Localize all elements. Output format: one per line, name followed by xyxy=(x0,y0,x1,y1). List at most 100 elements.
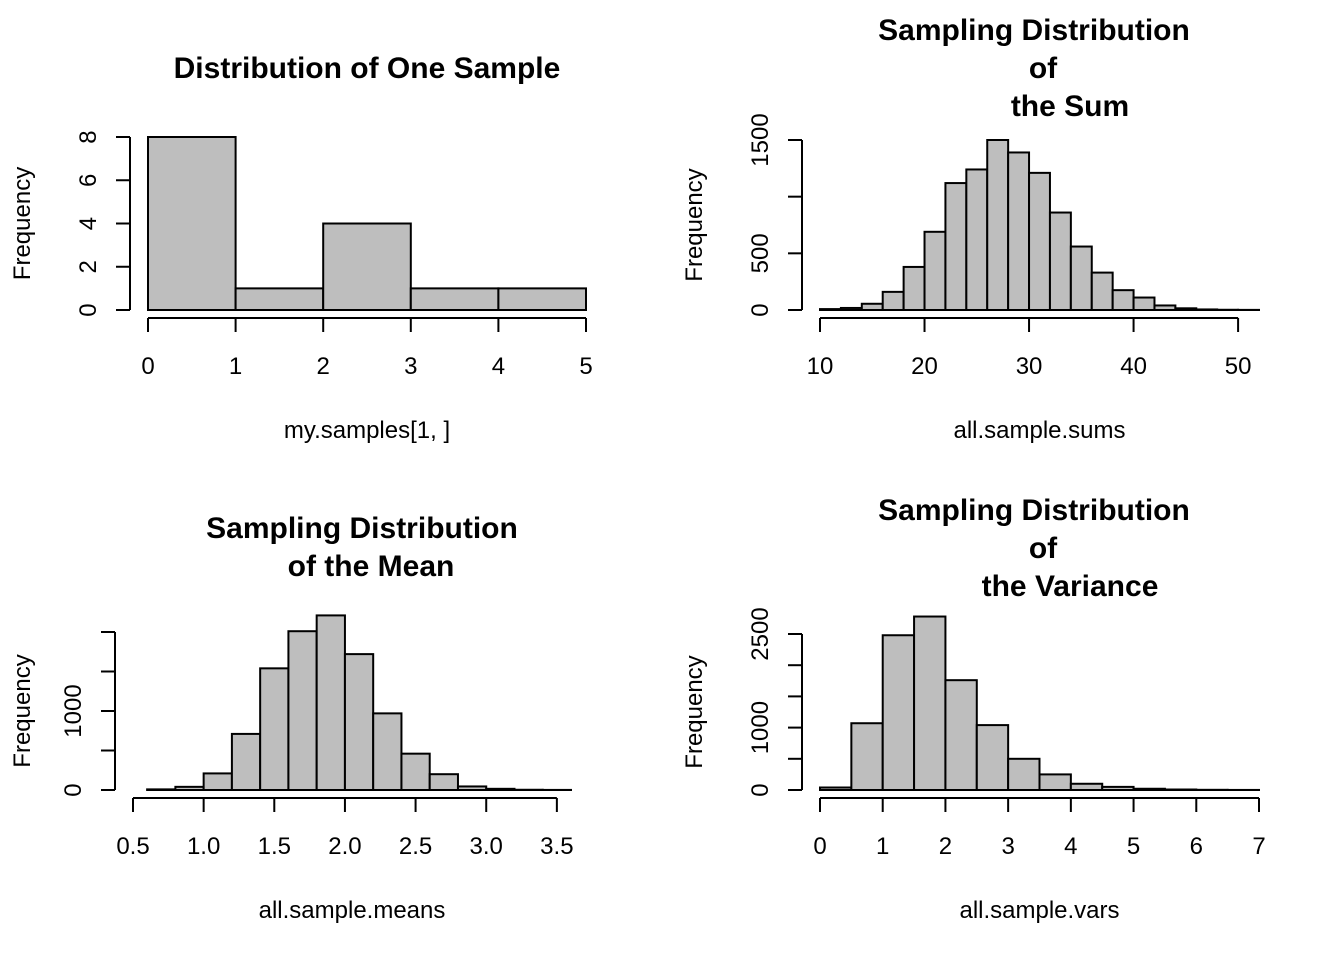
x-tick-label: 1 xyxy=(229,353,242,380)
histogram-bar xyxy=(881,634,916,791)
histogram-bar xyxy=(819,308,842,311)
histogram-bar xyxy=(485,787,516,792)
x-axis-label: all.sample.means xyxy=(259,897,446,924)
chart-title: Sampling Distribution xyxy=(878,494,1190,527)
histogram-bar xyxy=(259,667,290,792)
x-tick-label: 2 xyxy=(317,353,330,380)
x-tick-label: 50 xyxy=(1225,353,1252,380)
histogram-bar xyxy=(234,287,325,311)
y-tick-label: 0 xyxy=(747,303,774,316)
histogram-bar xyxy=(322,222,412,311)
y-tick-label: 6 xyxy=(75,174,102,187)
x-tick-label: 30 xyxy=(1016,353,1043,380)
y-tick-label: 500 xyxy=(747,233,774,273)
histogram-bar xyxy=(850,722,884,791)
histogram-bar xyxy=(1153,304,1177,312)
histogram-bar xyxy=(1007,757,1041,791)
y-axis: 0 2 4 6 8 xyxy=(75,130,131,317)
histogram-bar xyxy=(1195,308,1219,311)
x-tick-label: 40 xyxy=(1120,353,1147,380)
chart-title: Distribution of One Sample xyxy=(174,52,561,85)
histogram-bar xyxy=(497,287,587,311)
histogram-bar xyxy=(944,182,968,311)
chart-title: of xyxy=(1029,532,1058,565)
chart-title: the Variance xyxy=(982,570,1159,603)
y-axis-label: Frequency xyxy=(9,167,36,280)
panel-4: 0 1 2 3 4 5 6 7 0 1000 2500 Sampling Distribution of… xyxy=(681,494,1266,924)
y-tick-label: 0 xyxy=(75,303,102,316)
y-tick-label: 1500 xyxy=(747,113,774,166)
y-tick-label: 2500 xyxy=(747,607,774,660)
y-axis-label: Frequency xyxy=(681,655,708,768)
histogram-bar xyxy=(146,788,177,791)
x-tick-label: 1.5 xyxy=(258,833,291,860)
x-tick-label: 3.5 xyxy=(540,833,573,860)
y-axis-label: Frequency xyxy=(9,654,36,767)
x-axis: 10 20 30 40 50 xyxy=(807,317,1252,380)
histogram-bar xyxy=(1090,271,1114,312)
x-tick-label: 20 xyxy=(911,353,938,380)
x-tick-label: 4 xyxy=(1064,833,1077,860)
histogram-bar xyxy=(1038,773,1072,792)
histogram-bar xyxy=(819,786,853,792)
y-tick-label: 8 xyxy=(75,130,102,143)
histogram-bar xyxy=(944,679,978,792)
panel-3: 0.5 1.0 1.5 2.0 2.5 3.0 3.5 0 1000 Sampling Distr… xyxy=(9,512,574,924)
histogram-bar xyxy=(456,785,488,792)
histogram-bar xyxy=(1132,787,1166,792)
histogram-bar xyxy=(1174,307,1198,311)
histogram-bar xyxy=(902,265,926,311)
histogram-bar xyxy=(372,712,403,791)
x-axis-label: my.samples[1, ] xyxy=(284,417,450,444)
histogram-bar xyxy=(1069,245,1093,312)
x-tick-label: 1 xyxy=(876,833,889,860)
x-tick-label: 5 xyxy=(1127,833,1140,860)
x-tick-label: 3 xyxy=(404,353,417,380)
histogram-bar xyxy=(343,653,375,791)
chart-title: of the Mean xyxy=(288,550,455,583)
x-tick-label: 4 xyxy=(492,353,505,380)
y-axis: 0 1000 2500 xyxy=(747,607,803,797)
chart-title: the Sum xyxy=(1011,90,1129,123)
histogram-bar xyxy=(986,139,1010,311)
x-axis-label: all.sample.sums xyxy=(953,417,1125,444)
histogram-bar xyxy=(1132,296,1156,311)
histogram-bar xyxy=(1028,171,1051,311)
histogram-bar xyxy=(923,230,947,311)
histogram-bar xyxy=(860,302,884,311)
y-axis-label: Frequency xyxy=(681,168,708,281)
y-axis: 0 1000 xyxy=(60,631,116,797)
y-tick-label: 0 xyxy=(60,783,87,796)
x-tick-label: 2 xyxy=(939,833,952,860)
x-tick-label: 5 xyxy=(579,353,592,380)
histogram-bar xyxy=(409,287,500,311)
y-tick-label: 2 xyxy=(75,260,102,273)
histogram-bar xyxy=(881,290,905,312)
x-tick-label: 10 xyxy=(807,353,834,380)
x-axis: 0 1 2 3 4 5 xyxy=(141,317,593,380)
x-axis-label: all.sample.vars xyxy=(959,897,1119,924)
x-tick-label: 3 xyxy=(1001,833,1014,860)
histogram-bar xyxy=(965,168,989,311)
x-tick-label: 6 xyxy=(1190,833,1203,860)
histogram-bar xyxy=(147,136,237,311)
histogram-bar xyxy=(202,772,233,791)
chart-title: Sampling Distribution xyxy=(878,14,1190,47)
histogram-bar xyxy=(1111,289,1135,311)
y-tick-label: 4 xyxy=(75,217,102,230)
histogram-bar xyxy=(287,630,318,792)
x-tick-label: 7 xyxy=(1252,833,1265,860)
histogram-bar xyxy=(1101,785,1135,792)
chart-title: of xyxy=(1029,52,1058,85)
histogram-bar xyxy=(315,614,346,791)
histogram-bar xyxy=(174,785,205,792)
y-axis: 0 500 1500 xyxy=(747,113,803,317)
x-tick-label: 1.0 xyxy=(187,833,220,860)
panel-1: 0 1 2 3 4 5 0 2 4 6 8 Distribution of One Sample my.… xyxy=(9,52,593,444)
histogram-bar xyxy=(400,752,431,791)
histogram-bar xyxy=(975,724,1010,791)
histogram-bar xyxy=(839,306,863,311)
histogram-bar xyxy=(1007,151,1031,311)
